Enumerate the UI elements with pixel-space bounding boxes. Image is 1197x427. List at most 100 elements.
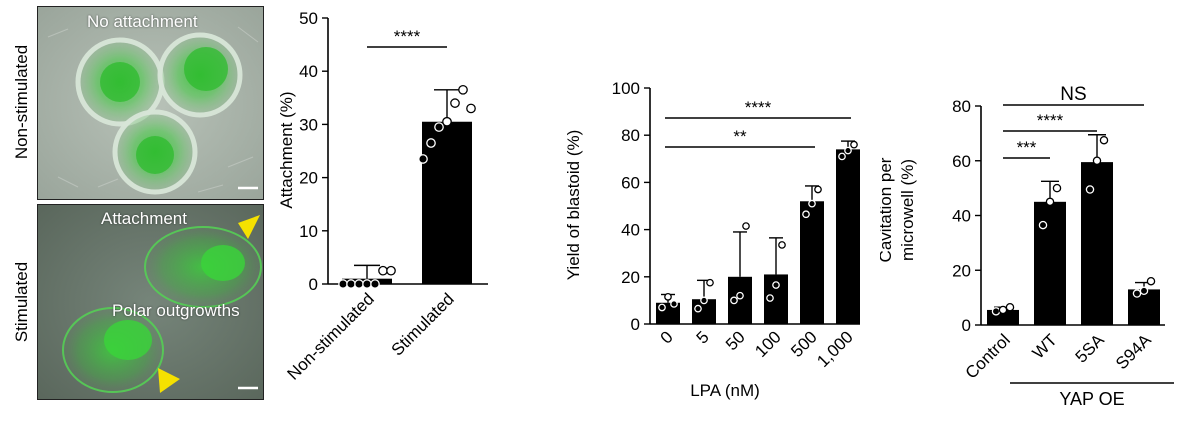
y-tick-label: 40 bbox=[952, 207, 971, 226]
y-tick-label: 10 bbox=[299, 222, 318, 241]
data-point bbox=[802, 210, 810, 219]
data-point bbox=[658, 303, 666, 312]
data-point bbox=[434, 122, 444, 132]
data-point bbox=[814, 185, 822, 194]
y-tick-label: 30 bbox=[299, 115, 318, 134]
significance-label: **** bbox=[394, 27, 421, 46]
data-point bbox=[1045, 197, 1055, 207]
significance-label: **** bbox=[745, 98, 772, 117]
y-tick-label: 0 bbox=[309, 275, 318, 294]
y-axis-label: Cavitation per bbox=[880, 157, 895, 262]
bar bbox=[800, 201, 824, 324]
data-point bbox=[442, 116, 452, 127]
x-tick-label: 100 bbox=[751, 327, 784, 360]
data-point bbox=[1038, 220, 1048, 230]
data-point bbox=[362, 279, 372, 289]
y-tick-label: 20 bbox=[621, 268, 640, 287]
row-label-non-stimulated: Non-stimulated bbox=[12, 44, 31, 160]
arrowhead-icon bbox=[158, 368, 180, 393]
data-point bbox=[850, 140, 858, 149]
data-point bbox=[991, 307, 1001, 316]
data-point bbox=[998, 305, 1008, 315]
data-point bbox=[772, 281, 780, 289]
bar bbox=[1034, 201, 1066, 325]
y-tick-label: 40 bbox=[299, 62, 318, 81]
y-tick-label: 0 bbox=[631, 315, 640, 334]
x-tick-label: 0 bbox=[657, 327, 677, 347]
data-point bbox=[670, 300, 678, 308]
x-tick-label: 50 bbox=[722, 327, 749, 354]
x-tick-label: Stimulated bbox=[388, 289, 458, 359]
data-point bbox=[1146, 276, 1156, 286]
data-point bbox=[386, 265, 396, 276]
data-point bbox=[370, 279, 380, 289]
data-point bbox=[730, 296, 738, 305]
label-polar-outgrowths: Polar outgrowths bbox=[112, 301, 240, 320]
row-label-stimulated: Stimulated bbox=[12, 261, 31, 343]
data-point bbox=[1099, 135, 1109, 145]
x-tick-label: WT bbox=[1029, 330, 1061, 362]
data-point bbox=[838, 152, 846, 161]
label-attachment: Attachment bbox=[101, 209, 187, 228]
data-point bbox=[808, 199, 816, 208]
data-point bbox=[338, 279, 348, 289]
y-tick-label: 20 bbox=[952, 261, 971, 280]
micrograph-stimulated-image bbox=[38, 205, 263, 399]
significance-label: ** bbox=[733, 127, 747, 146]
x-tick-label: Non-stimulated bbox=[284, 289, 378, 383]
bar bbox=[1081, 162, 1113, 325]
data-point bbox=[1092, 156, 1102, 165]
micrograph-non-stimulated-image bbox=[38, 7, 263, 199]
x-axis-label: LPA (nM) bbox=[690, 381, 760, 400]
data-point bbox=[766, 294, 774, 302]
y-tick-label: 80 bbox=[621, 126, 640, 145]
x-tick-label: 5 bbox=[693, 327, 713, 347]
x-tick-label: 5SA bbox=[1072, 330, 1109, 367]
data-point bbox=[736, 291, 744, 300]
data-point bbox=[1139, 286, 1149, 296]
data-point bbox=[418, 154, 428, 164]
chart-attachment: 0 10 20 30 40 50 Attachment (%) Non-stimulated S… bbox=[277, 9, 488, 384]
data-point bbox=[664, 293, 672, 301]
data-point bbox=[450, 98, 460, 108]
data-point bbox=[1132, 289, 1142, 298]
data-point bbox=[458, 84, 468, 95]
y-tick-label: 60 bbox=[621, 173, 640, 192]
x-tick-label: S94A bbox=[1112, 330, 1155, 373]
data-point bbox=[378, 265, 388, 276]
x-tick-label: Control bbox=[962, 330, 1014, 382]
y-tick-label: 100 bbox=[612, 79, 640, 98]
significance-label: **** bbox=[1037, 111, 1064, 130]
y-axis-label: Yield of blastoid (%) bbox=[564, 130, 583, 281]
data-point bbox=[1005, 302, 1015, 312]
data-point bbox=[700, 296, 708, 305]
data-point bbox=[1085, 185, 1095, 194]
y-tick-label: 0 bbox=[962, 316, 971, 335]
data-point bbox=[346, 279, 356, 289]
data-point bbox=[694, 304, 702, 313]
data-point bbox=[466, 103, 476, 114]
significance-label: NS bbox=[1060, 84, 1086, 105]
data-point bbox=[426, 138, 436, 148]
y-axis-label: microwell (%) bbox=[898, 159, 917, 261]
bar bbox=[422, 121, 472, 285]
y-tick-label: 60 bbox=[952, 152, 971, 171]
label-no-attachment: No attachment bbox=[87, 12, 198, 31]
data-point bbox=[354, 279, 364, 289]
group-label: YAP OE bbox=[1059, 389, 1124, 409]
chart-cavitation: 0 20 40 60 80 Cavitation per microwell (%) Cont… bbox=[880, 84, 1174, 409]
micrograph-stimulated bbox=[37, 204, 264, 400]
y-tick-label: 40 bbox=[621, 221, 640, 240]
y-tick-label: 80 bbox=[952, 97, 971, 116]
data-point bbox=[706, 278, 714, 287]
bar bbox=[836, 149, 860, 324]
arrowhead-icon bbox=[238, 215, 260, 239]
significance-label: *** bbox=[1017, 138, 1037, 157]
y-tick-label: 50 bbox=[299, 9, 318, 28]
x-tick-label: 1,000 bbox=[813, 327, 857, 371]
data-point bbox=[844, 146, 852, 155]
micrograph-non-stimulated bbox=[37, 6, 264, 200]
data-point bbox=[742, 222, 750, 230]
data-point bbox=[1052, 183, 1062, 193]
